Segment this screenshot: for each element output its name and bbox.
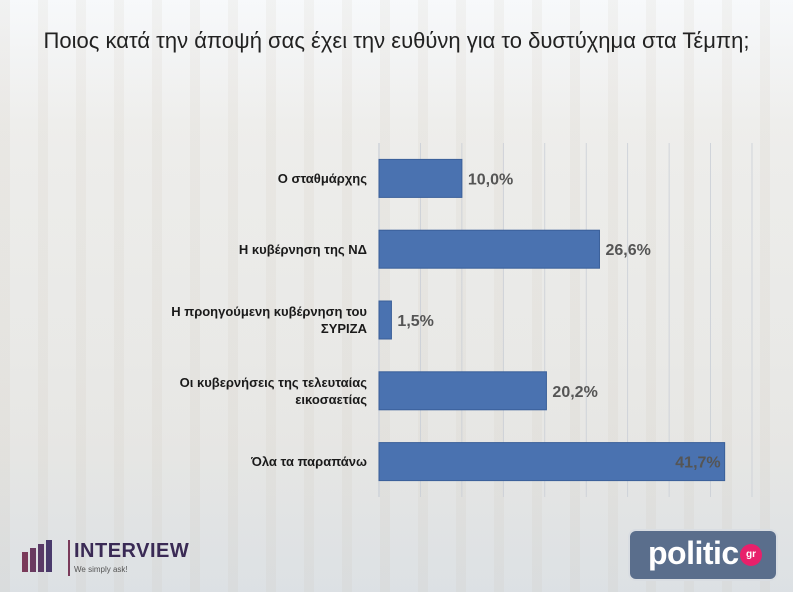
category-label: Ο σταθμάρχης [27, 170, 367, 187]
bars [378, 158, 726, 482]
category-label: Όλα τα παραπάνω [27, 453, 367, 470]
bar [378, 158, 463, 198]
interview-wordmark: INTERVIEW [74, 540, 190, 562]
data-label: 1,5% [397, 313, 433, 330]
category-label: Η κυβέρνηση της ΝΔ [27, 241, 367, 258]
chart-title: Ποιος κατά την άποψή σας έχει την ευθύνη… [43, 28, 750, 53]
politic-gr-badge: gr [740, 544, 762, 566]
interview-logo: INTERVIEW We simply ask! [22, 538, 222, 582]
category-label-line: Ο σταθμάρχης [277, 170, 367, 186]
gridlines [378, 143, 753, 497]
bar-chart: 10,0% 26,6% 1,5% 20,2% 41,7% [378, 143, 753, 497]
interview-bars-icon [22, 540, 52, 572]
bar [378, 442, 726, 482]
data-label: 20,2% [552, 384, 597, 401]
category-label-line: Οι κυβερνήσεις της τελευταίας [179, 374, 367, 390]
politic-wordmark: politic [648, 535, 739, 571]
bar [378, 229, 600, 269]
bar [378, 300, 392, 340]
data-label: 41,7% [675, 455, 720, 472]
data-label: 10,0% [468, 171, 513, 188]
category-label: Η προηγούμενη κυβέρνηση του ΣΥΡΙΖΑ [27, 303, 367, 337]
data-label: 26,6% [605, 242, 650, 259]
category-label-line: Η προηγούμενη κυβέρνηση του [171, 304, 367, 319]
politic-logo: politic gr [630, 531, 776, 579]
category-label-line: ΣΥΡΙΖΑ [320, 321, 367, 336]
interview-tagline: We simply ask! [74, 565, 128, 574]
category-label-line: Η κυβέρνηση της ΝΔ [238, 241, 367, 257]
category-label-line: εικοσαετίας [295, 391, 367, 407]
category-label-line: Όλα τα παραπάνω [251, 454, 367, 470]
value-labels: 10,0% 26,6% 1,5% 20,2% 41,7% [397, 171, 720, 471]
interview-divider [68, 540, 70, 576]
category-label: Οι κυβερνήσεις της τελευταίας εικοσαετίας [27, 374, 367, 408]
bar [378, 371, 547, 411]
